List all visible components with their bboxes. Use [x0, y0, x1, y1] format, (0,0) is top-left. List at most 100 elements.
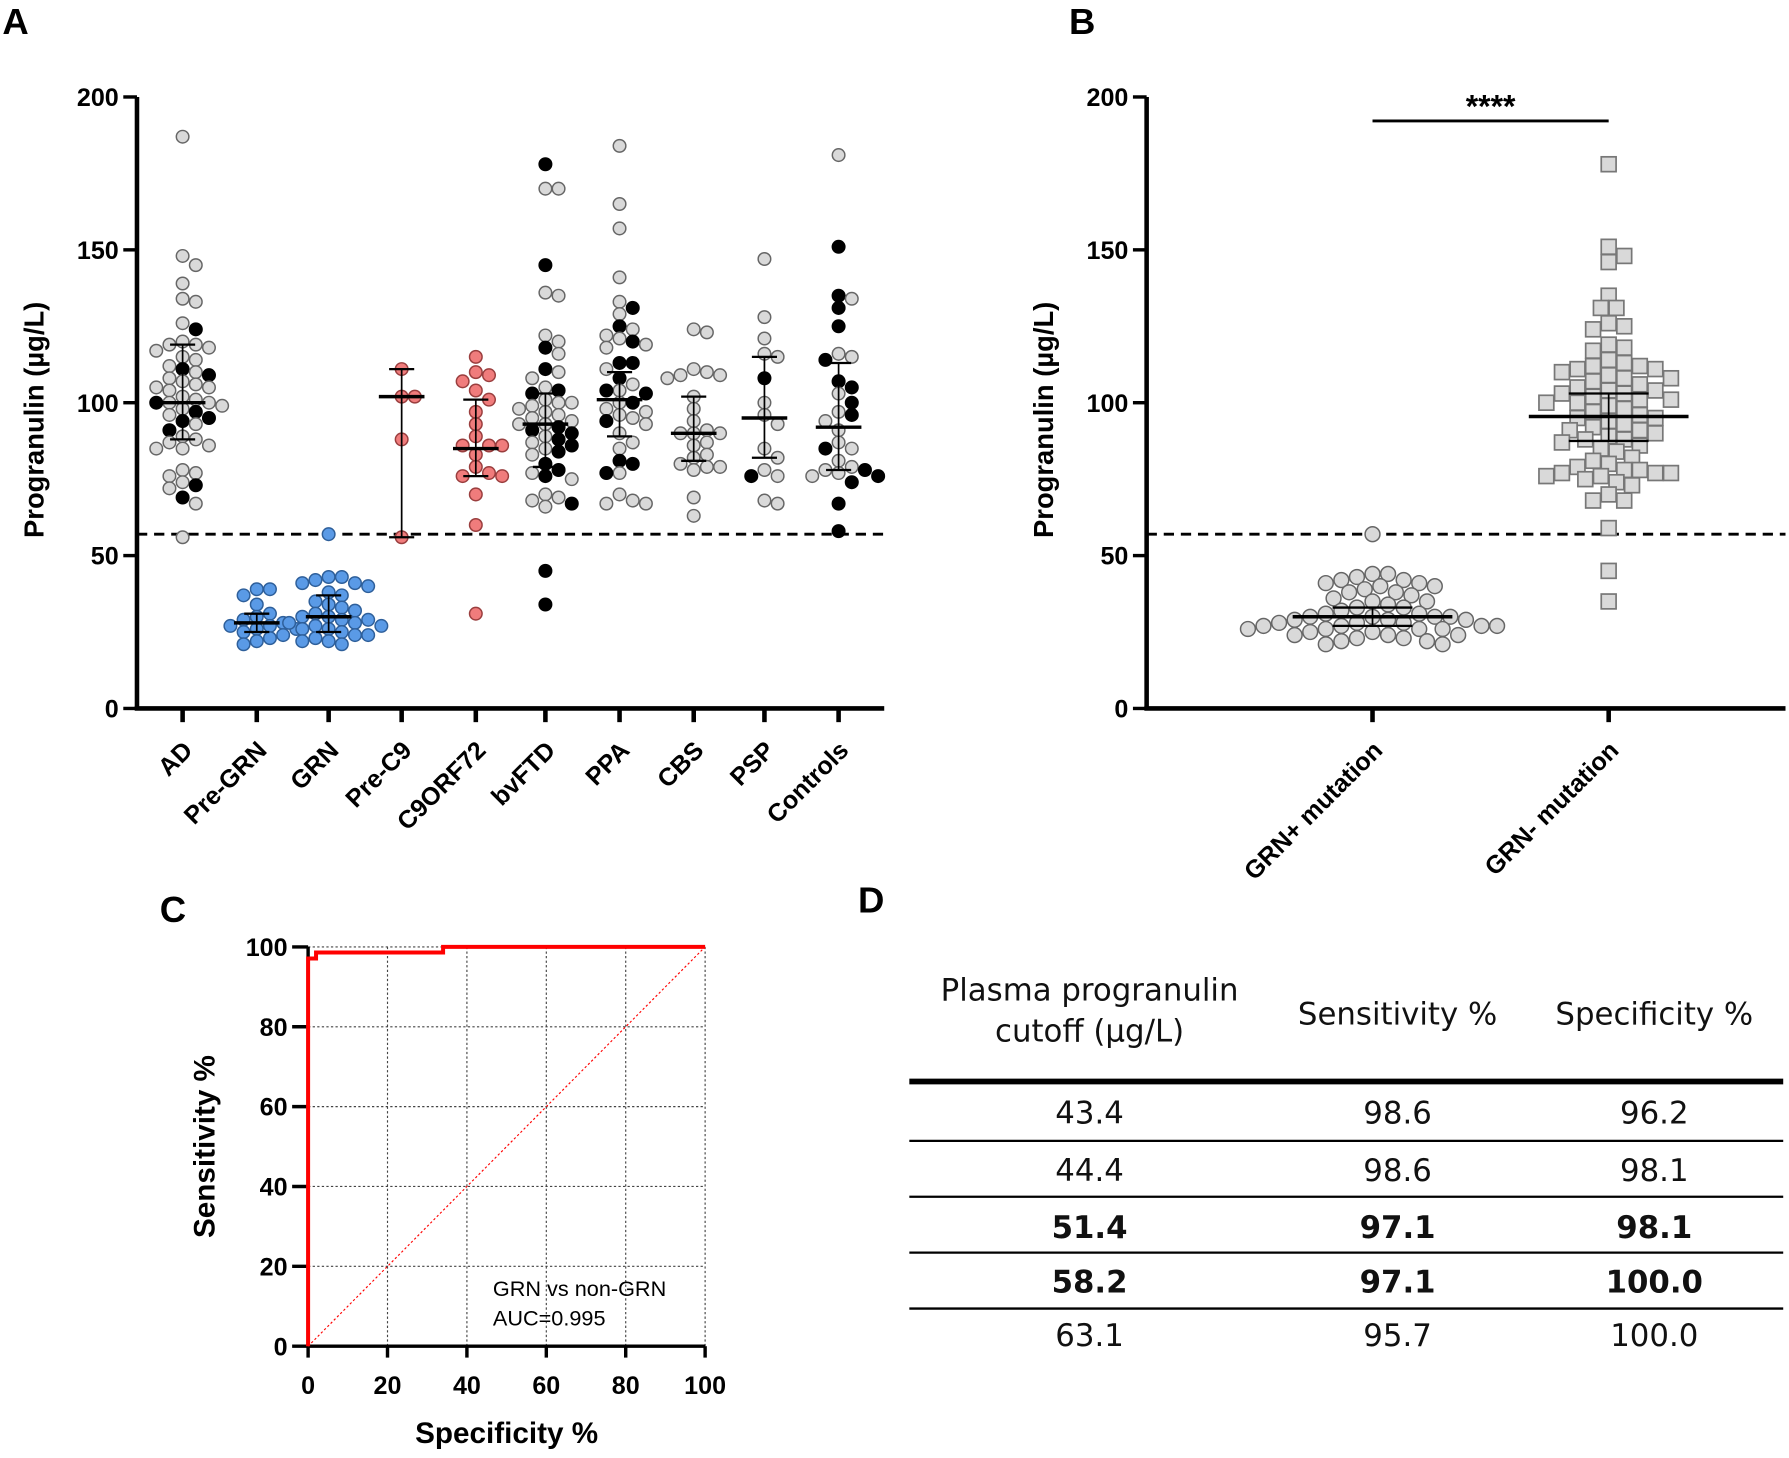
data-point [1434, 620, 1451, 638]
data-point-square [1577, 431, 1594, 448]
table-cell: 63.1 [1055, 1318, 1124, 1354]
data-point [188, 496, 203, 511]
data-point [713, 459, 728, 474]
data-point [625, 300, 640, 315]
data-point [551, 334, 566, 349]
data-point [564, 496, 579, 511]
table-cell: 95.7 [1363, 1318, 1432, 1354]
data-point [686, 462, 701, 477]
data-point [188, 322, 203, 337]
data-point [625, 355, 640, 370]
data-point [612, 270, 627, 285]
data-point [162, 359, 177, 374]
data-point [713, 368, 728, 383]
data-point-square [1584, 321, 1602, 338]
y-tick-label: 40 [260, 1174, 288, 1202]
data-point [334, 569, 349, 585]
data-point [295, 621, 310, 636]
data-point-square [1569, 394, 1586, 411]
data-point [162, 383, 177, 398]
data-point [673, 456, 688, 471]
data-point [538, 181, 553, 196]
data-point-square [1600, 366, 1617, 384]
table-cell: 98.6 [1363, 1153, 1432, 1189]
data-point [538, 597, 553, 612]
data-point [201, 368, 216, 383]
data-point [201, 380, 216, 395]
table-cell: 97.1 [1360, 1265, 1436, 1301]
data-point [525, 466, 540, 481]
data-point [215, 398, 230, 413]
data-point [1411, 620, 1428, 638]
data-point [1434, 636, 1451, 653]
y-axis-label: Progranulin (µg/L) [18, 302, 49, 538]
data-point [638, 337, 653, 352]
data-point [1317, 605, 1334, 622]
data-point [188, 352, 203, 367]
data-point [1473, 617, 1490, 635]
data-point [321, 569, 336, 585]
data-point [262, 582, 277, 597]
data-point [625, 410, 640, 426]
data-point [744, 469, 759, 484]
data-point [551, 288, 566, 303]
data-point [1411, 605, 1428, 622]
data-point [481, 466, 497, 481]
data-point-square [1538, 394, 1555, 411]
data-point [625, 456, 640, 471]
data-point [1379, 626, 1397, 644]
data-point [831, 288, 846, 303]
data-point-square [1647, 360, 1664, 378]
y-axis-label: Progranulin (µg/L) [1028, 302, 1059, 538]
y-tick-label: 20 [260, 1253, 288, 1281]
data-point [699, 447, 714, 462]
x-tick-label: 0 [301, 1372, 315, 1400]
data-point [538, 285, 553, 300]
data-point [175, 462, 190, 477]
x-tick-label: GRN+ mutation [1239, 736, 1388, 885]
data-point [638, 386, 653, 401]
data-point [612, 221, 627, 236]
data-point [1317, 574, 1334, 592]
data-point [175, 475, 190, 490]
data-point [201, 340, 216, 355]
y-axis-label: Sensitivity % [189, 1055, 222, 1238]
data-point-square [1631, 357, 1649, 375]
data-point [831, 300, 846, 315]
data-point-square [1615, 354, 1633, 372]
data-point [699, 325, 714, 340]
data-point [149, 441, 164, 456]
data-point [551, 346, 566, 361]
data-point [361, 612, 376, 627]
data-point [162, 469, 177, 484]
data-point [538, 340, 553, 355]
table-cell: 98.1 [1620, 1153, 1689, 1189]
data-point [538, 328, 553, 343]
data-point [625, 493, 640, 508]
data-point [638, 404, 653, 419]
data-point [805, 469, 820, 484]
data-point [175, 129, 190, 144]
y-tick-label: 0 [1114, 696, 1128, 724]
data-point [538, 469, 553, 484]
data-point [551, 462, 566, 477]
data-point [551, 490, 566, 505]
table-header-cell: Sensitivity % [1298, 996, 1497, 1032]
data-point [308, 573, 323, 588]
data-point [162, 435, 177, 450]
data-point-square [1553, 434, 1571, 451]
data-point [249, 582, 264, 597]
data-point-square [1569, 360, 1586, 378]
y-tick-label: 200 [1087, 84, 1129, 112]
data-point [599, 414, 614, 429]
data-point [551, 432, 566, 447]
data-point [525, 435, 540, 450]
data-point [844, 475, 859, 490]
data-point [188, 294, 203, 309]
x-tick-label: PPA [580, 736, 635, 791]
data-point-square [1608, 299, 1625, 317]
data-point [162, 481, 177, 496]
table-cell: 98.1 [1616, 1210, 1692, 1246]
data-point [1333, 633, 1350, 650]
